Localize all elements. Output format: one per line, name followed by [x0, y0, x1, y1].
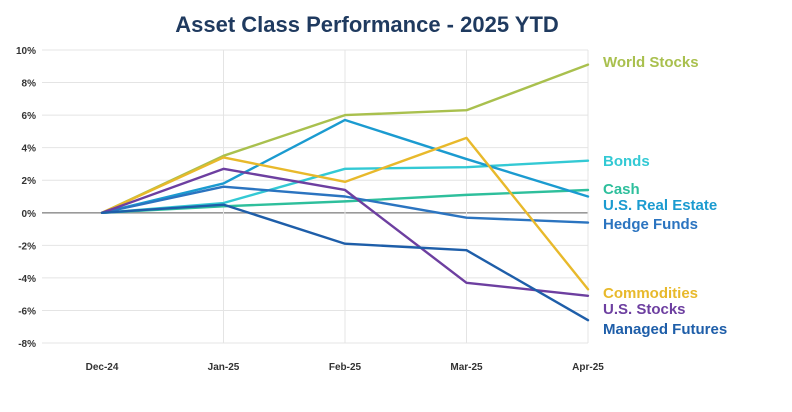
series-label-u-s-real-estate: U.S. Real Estate: [603, 197, 717, 214]
series-label-world-stocks: World Stocks: [603, 54, 699, 71]
y-tick-label: -8%: [18, 339, 36, 350]
series-line-u-s-stocks: [100, 167, 590, 297]
x-tick-label: Apr-25: [572, 362, 604, 373]
y-tick-label: -2%: [18, 241, 36, 252]
series-label-hedge-funds: Hedge Funds: [603, 216, 698, 233]
y-tick-label: -4%: [18, 274, 36, 285]
x-tick-label: Jan-25: [208, 362, 240, 373]
axis: 10% 8% 6% 4% 2% 0% -2% -4% -6% -8% Dec-24 Jan-25 Feb…: [16, 46, 604, 373]
series-line-commodities: [100, 136, 590, 291]
grid-lines: [42, 49, 589, 344]
chart-title: Asset Class Performance - 2025 YTD: [175, 12, 559, 37]
x-tick-label: Dec-24: [86, 362, 119, 373]
series-label-managed-futures: Managed Futures: [603, 321, 727, 338]
x-tick-label: Feb-25: [329, 362, 362, 373]
y-tick-label: 0%: [22, 209, 37, 220]
y-tick-label: -6%: [18, 306, 36, 317]
series-label-cash: Cash: [603, 181, 640, 198]
x-tick-label: Mar-25: [450, 362, 483, 373]
y-tick-label: 8%: [22, 79, 37, 90]
series-label-bonds: Bonds: [603, 153, 650, 170]
y-tick-label: 10%: [16, 46, 36, 57]
y-tick-label: 2%: [22, 176, 37, 187]
series-lines: [100, 63, 590, 322]
series-label-commodities: Commodities: [603, 285, 698, 302]
series-label-u-s-stocks: U.S. Stocks: [603, 301, 686, 318]
series-line-u-s-real-estate: [100, 118, 590, 214]
y-tick-label: 4%: [22, 144, 37, 155]
series-line-hedge-funds: [100, 185, 590, 224]
series-line-managed-futures: [100, 203, 590, 322]
y-tick-label: 6%: [22, 111, 37, 122]
